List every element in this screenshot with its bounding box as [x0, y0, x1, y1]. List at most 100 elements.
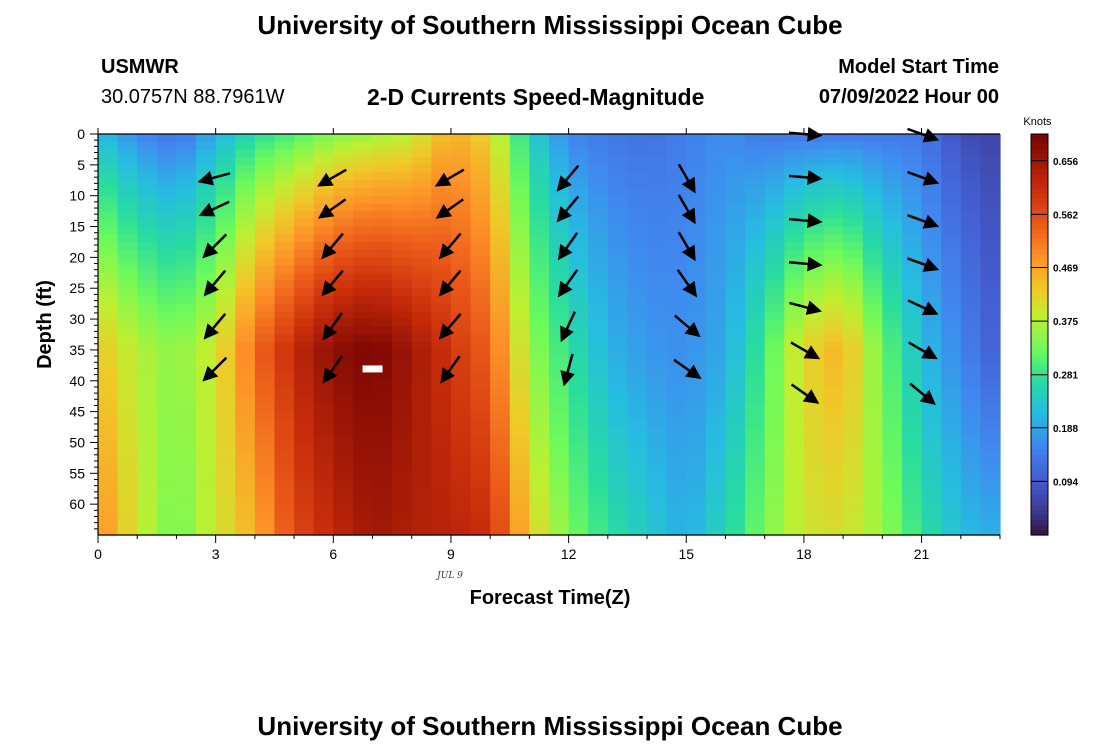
heatmap-cell: [725, 157, 746, 166]
heatmap-cell: [333, 403, 354, 413]
heatmap-cell: [843, 218, 864, 228]
heatmap-cell: [941, 357, 962, 366]
heatmap-cell: [980, 434, 1001, 444]
heatmap-cell: [882, 280, 903, 289]
current-vector-arrow: [438, 269, 462, 297]
heatmap-cell: [372, 234, 393, 243]
heatmap-cell: [843, 149, 864, 158]
heatmap-cell: [607, 226, 629, 235]
heatmap-cell: [725, 473, 746, 482]
heatmap-cell: [607, 457, 629, 467]
heatmap-cell: [529, 527, 550, 536]
heatmap-cell: [627, 349, 648, 359]
heatmap-cell: [549, 434, 570, 444]
heatmap-cell: [137, 203, 158, 212]
heatmap-cell: [98, 380, 119, 390]
heatmap-cell: [274, 465, 295, 474]
heatmap-cell: [666, 149, 687, 158]
heatmap-cell: [549, 349, 570, 359]
heatmap-cell: [313, 272, 334, 282]
heatmap-cell: [686, 488, 707, 498]
heatmap-cell: [666, 442, 687, 451]
heatmap-cell: [666, 311, 687, 320]
heatmap-cell: [470, 295, 491, 305]
heatmap-cell: [568, 334, 589, 343]
heatmap-cell: [666, 373, 687, 382]
x-tick-label: 18: [796, 546, 812, 562]
heatmap-cell: [392, 149, 413, 158]
heatmap-cell: [588, 488, 609, 498]
heatmap-cell: [843, 373, 864, 382]
heatmap-cell: [156, 465, 178, 474]
colorbar-segment: [1031, 419, 1048, 426]
colorbar-segment: [1031, 399, 1048, 406]
heatmap-cell: [823, 234, 844, 243]
heatmap-cell: [921, 511, 942, 521]
heatmap-cell: [274, 257, 295, 266]
heatmap-cell: [294, 411, 315, 420]
heatmap-cell: [568, 519, 589, 528]
heatmap-cell: [705, 388, 727, 397]
heatmap-cell: [666, 365, 687, 374]
heatmap-cell: [705, 141, 727, 151]
heatmap-cell: [392, 388, 413, 397]
heatmap-cell: [843, 288, 864, 297]
heatmap-cell: [509, 357, 530, 366]
heatmap-cell: [529, 403, 550, 413]
heatmap-cell: [411, 157, 432, 166]
heatmap-cell: [156, 180, 178, 189]
heatmap-cell: [705, 249, 727, 258]
colorbar-segment: [1031, 379, 1048, 386]
heatmap-cell: [901, 373, 923, 382]
heatmap-cell: [803, 241, 825, 251]
heatmap-cell: [137, 218, 158, 228]
heatmap-cell: [666, 134, 687, 143]
heatmap-cell: [215, 519, 236, 528]
heatmap-cell: [705, 288, 727, 297]
heatmap-cell: [470, 257, 491, 266]
heatmap-cell: [725, 357, 746, 366]
heatmap-cell: [823, 465, 844, 474]
heatmap-cell: [588, 187, 609, 197]
heatmap-cell: [294, 334, 315, 343]
heatmap-cell: [294, 481, 315, 490]
heatmap-cell: [705, 241, 727, 251]
heatmap-cell: [490, 326, 511, 336]
heatmap-cell: [392, 411, 413, 420]
heatmap-cell: [784, 303, 805, 312]
heatmap-cell: [274, 295, 295, 305]
heatmap-cell: [823, 365, 844, 374]
heatmap-cell: [294, 295, 315, 305]
heatmap-cell: [784, 442, 805, 451]
heatmap-cell: [98, 373, 119, 382]
heatmap-cell: [470, 334, 491, 343]
heatmap-cell: [901, 203, 923, 212]
heatmap-cell: [98, 180, 119, 189]
current-vector-arrow: [434, 168, 465, 187]
heatmap-cell: [725, 257, 746, 266]
colorbar-segment: [1031, 239, 1048, 245]
heatmap-cell: [509, 396, 530, 405]
heatmap-cell: [725, 465, 746, 474]
heatmap-cell: [666, 319, 687, 328]
heatmap-cell: [450, 504, 472, 513]
colorbar-segment: [1031, 429, 1048, 436]
heatmap-cell: [176, 357, 197, 366]
heatmap-cell: [627, 411, 648, 420]
heatmap-cell: [352, 411, 374, 420]
heatmap-cell: [549, 257, 570, 266]
heatmap-cell: [254, 527, 276, 536]
heatmap-cell: [882, 365, 903, 374]
heatmap-cell: [823, 396, 844, 405]
heatmap-cell: [823, 488, 844, 498]
heatmap-cell: [666, 249, 687, 258]
heatmap-cell: [588, 427, 609, 436]
heatmap-cell: [156, 311, 178, 320]
heatmap-cell: [980, 357, 1001, 366]
heatmap-cell: [941, 527, 962, 536]
heatmap-cell: [862, 265, 883, 274]
heatmap-cell: [960, 334, 981, 343]
heatmap-cell: [117, 326, 138, 336]
heatmap-cell: [960, 303, 981, 312]
heatmap-cell: [901, 288, 923, 297]
